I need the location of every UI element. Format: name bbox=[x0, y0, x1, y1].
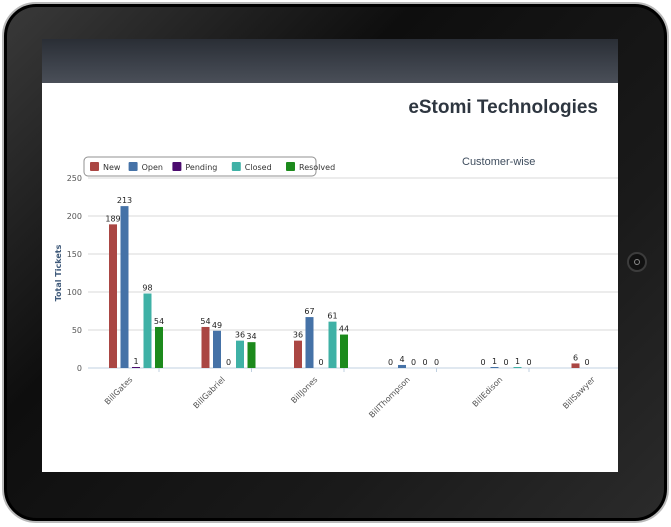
bar bbox=[247, 342, 256, 368]
legend-item: Closed bbox=[245, 163, 272, 172]
top-bar bbox=[42, 39, 618, 83]
chart-title: Customer-wise bbox=[462, 156, 536, 168]
bar bbox=[155, 326, 163, 368]
data-label: 213 bbox=[117, 196, 132, 205]
data-label: 1 bbox=[515, 357, 520, 366]
chart-legend: New Open Pending Closed Resolved bbox=[83, 156, 335, 177]
bar bbox=[132, 367, 140, 368]
company-title: eStomi Technologies bbox=[408, 97, 598, 118]
bar bbox=[513, 367, 522, 368]
bar bbox=[120, 206, 129, 368]
data-label: 6 bbox=[573, 353, 578, 362]
data-label: 4 bbox=[399, 355, 404, 364]
data-label: 67 bbox=[304, 307, 314, 316]
bar bbox=[398, 364, 406, 368]
data-label: 44 bbox=[339, 325, 349, 334]
data-label: 0 bbox=[526, 358, 531, 367]
data-label: 0 bbox=[411, 358, 416, 367]
data-label: 61 bbox=[327, 312, 337, 321]
legend-swatch bbox=[172, 162, 182, 171]
legend-box bbox=[83, 156, 317, 177]
data-label: 98 bbox=[142, 284, 152, 293]
bar bbox=[143, 293, 152, 368]
y-tick-label: 100 bbox=[67, 288, 82, 297]
data-label: 0 bbox=[388, 358, 393, 367]
data-label: 1 bbox=[133, 357, 138, 366]
data-label: 54 bbox=[154, 317, 164, 326]
bar bbox=[490, 367, 499, 368]
data-label: 0 bbox=[480, 358, 485, 367]
x-tick-label: BillThompson bbox=[367, 375, 412, 420]
legend-item: Pending bbox=[185, 163, 217, 172]
x-tick-label: BillJones bbox=[289, 375, 319, 405]
data-label: 54 bbox=[200, 317, 210, 326]
bar bbox=[213, 330, 221, 368]
bar bbox=[571, 363, 580, 368]
x-tick-label: BillSawyer bbox=[561, 375, 597, 411]
legend-swatch bbox=[231, 162, 241, 171]
bar bbox=[328, 321, 337, 368]
y-axis-label: Total Tickets bbox=[54, 244, 63, 301]
legend-item: Resolved bbox=[299, 163, 335, 172]
x-tick-label: BillEdison bbox=[471, 375, 505, 409]
y-axis: 0 50 100 150 200 250 Total Tickets bbox=[54, 174, 82, 373]
bar bbox=[201, 326, 210, 368]
ticket-bar-chart: New Open Pending Closed Resolved 05010015020… bbox=[54, 156, 618, 420]
y-tick-label: 150 bbox=[67, 250, 82, 259]
data-label: 0 bbox=[434, 358, 439, 367]
bar bbox=[340, 334, 348, 368]
legend-swatch bbox=[90, 162, 99, 171]
data-label: 36 bbox=[235, 331, 245, 340]
data-label: 34 bbox=[246, 332, 256, 341]
data-label: 0 bbox=[226, 358, 231, 367]
bar bbox=[236, 340, 244, 368]
x-tick-label: BillGates bbox=[103, 375, 134, 406]
data-label: 1 bbox=[492, 357, 497, 366]
data-label: 0 bbox=[503, 358, 508, 367]
bar bbox=[109, 224, 117, 368]
data-label: 0 bbox=[584, 358, 589, 367]
y-tick-label: 250 bbox=[67, 174, 82, 183]
data-label: 0 bbox=[422, 358, 427, 367]
y-tick-label: 0 bbox=[77, 364, 82, 373]
legend-swatch bbox=[286, 162, 295, 171]
x-axis: BillGates BillGabriel BillJones BillThompso… bbox=[103, 368, 597, 420]
legend-item: Open bbox=[142, 163, 163, 172]
y-tick-label: 50 bbox=[72, 326, 82, 335]
chart-gridlines bbox=[88, 177, 618, 369]
app-screen: eStomi Technologies Customer-wise New Ope… bbox=[42, 39, 618, 472]
data-label: 189 bbox=[105, 214, 120, 223]
x-tick-label: BillGabriel bbox=[192, 375, 227, 410]
data-label: 49 bbox=[212, 321, 222, 330]
bar bbox=[294, 340, 302, 368]
y-tick-label: 200 bbox=[67, 212, 82, 221]
legend-swatch bbox=[128, 162, 138, 171]
bar bbox=[305, 317, 314, 368]
legend-item: New bbox=[103, 163, 121, 172]
data-label: 0 bbox=[318, 358, 323, 367]
home-button[interactable] bbox=[627, 252, 647, 272]
data-label: 36 bbox=[293, 331, 303, 340]
